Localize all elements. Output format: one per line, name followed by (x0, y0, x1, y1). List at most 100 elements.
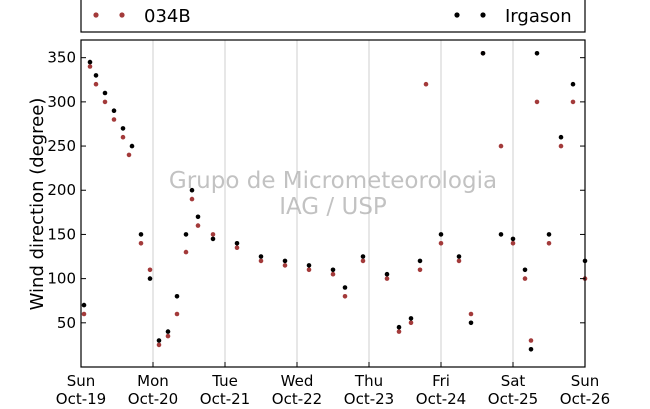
legend-034b-marker (119, 12, 125, 18)
point-034b (81, 311, 87, 317)
point-034b (498, 143, 504, 149)
x-axis: SunOct-19MonOct-20TueOct-21WedOct-22ThuO… (56, 362, 610, 408)
x-tick-label-day: Sun (67, 372, 96, 390)
point-034b (384, 276, 390, 281)
watermark-line-2: IAG / USP (279, 194, 387, 220)
point-irgason (546, 232, 552, 237)
legend-034b-label: 034B (144, 6, 191, 27)
x-tick-label-date: Oct-22 (272, 390, 322, 408)
x-tick-label-day: Wed (281, 372, 314, 390)
point-034b (330, 271, 336, 277)
point-irgason (210, 236, 216, 242)
point-034b (195, 223, 201, 228)
point-034b (417, 267, 423, 273)
grid (152, 40, 514, 367)
x-tick-label-date: Oct-21 (200, 390, 250, 408)
point-irgason (498, 232, 504, 237)
y-tick-label: 250 (47, 137, 76, 155)
legend-irgason: Irgason (454, 6, 572, 27)
x-tick-label-date: Oct-20 (128, 390, 178, 408)
plot-frame (80, 39, 586, 368)
point-irgason (408, 316, 414, 321)
y-tick-label: 50 (57, 314, 76, 332)
y-tick-label: 100 (47, 270, 76, 288)
point-034b (468, 311, 474, 317)
watermark-line-1: Grupo de Micrometeorologia (169, 168, 497, 194)
point-034b (174, 311, 180, 317)
point-irgason (102, 90, 108, 96)
point-irgason (156, 338, 162, 343)
data-points (81, 51, 588, 352)
point-irgason (534, 51, 540, 56)
x-tick-label-day: Fri (432, 372, 450, 390)
legend-034b-marker (93, 12, 99, 18)
point-irgason (234, 241, 240, 246)
point-irgason (456, 254, 462, 259)
point-034b (438, 241, 444, 246)
point-034b (522, 276, 528, 281)
point-irgason (111, 108, 117, 113)
x-tick-label-date: Oct-19 (56, 390, 106, 408)
y-tick-label: 300 (47, 93, 76, 111)
x-tick-label-date: Oct-26 (560, 390, 610, 408)
point-irgason (510, 236, 516, 242)
point-034b (360, 258, 366, 264)
point-034b (165, 333, 171, 339)
point-034b (423, 81, 429, 87)
point-034b (528, 338, 534, 343)
legend-box (80, 0, 586, 33)
x-tick-label-date: Oct-25 (488, 390, 538, 408)
point-034b (510, 241, 516, 246)
point-irgason (417, 258, 423, 264)
watermark: Grupo de Micrometeorologia IAG / USP (169, 168, 497, 220)
point-irgason (195, 214, 201, 220)
point-034b (156, 342, 162, 348)
point-034b (138, 241, 144, 246)
point-034b (558, 143, 564, 149)
y-axis: 50 100 150 200 250 300 350 (47, 49, 585, 332)
point-irgason (438, 232, 444, 237)
point-irgason (384, 271, 390, 277)
point-034b (210, 232, 216, 237)
point-irgason (189, 187, 195, 193)
point-irgason (138, 232, 144, 237)
legend-irgason-marker (480, 12, 486, 18)
y-tick-label: 150 (47, 225, 76, 243)
point-034b (258, 258, 264, 264)
point-irgason (165, 329, 171, 334)
point-034b (534, 99, 540, 105)
y-tick-label: 350 (47, 49, 76, 67)
point-irgason (396, 324, 402, 330)
point-034b (93, 81, 99, 87)
point-irgason (342, 285, 348, 290)
point-irgason (258, 254, 264, 259)
x-tick-label-date: Oct-24 (416, 390, 466, 408)
legend-irgason-marker (454, 12, 460, 18)
y-axis-label: Wind direction (degree) (27, 98, 48, 311)
point-034b (306, 267, 312, 273)
point-irgason (120, 126, 126, 131)
point-irgason (306, 263, 312, 268)
point-034b (189, 196, 195, 202)
point-034b (282, 263, 288, 268)
point-irgason (147, 276, 153, 281)
point-irgason (93, 73, 99, 78)
point-034b (408, 320, 414, 326)
point-034b (126, 152, 132, 158)
y-tick-label: 200 (47, 181, 76, 199)
point-irgason (528, 347, 534, 352)
point-034b (87, 64, 93, 69)
point-034b (546, 241, 552, 246)
point-034b (570, 99, 576, 105)
legend-irgason-label: Irgason (505, 6, 572, 27)
point-irgason (522, 267, 528, 273)
x-tick-label-day: Sat (501, 372, 526, 390)
point-034b (342, 294, 348, 299)
point-034b (396, 329, 402, 334)
point-034b (456, 258, 462, 264)
legend-034b: 034B (93, 6, 191, 27)
point-034b (111, 117, 117, 122)
x-tick-label-day: Mon (137, 372, 169, 390)
point-irgason (360, 254, 366, 259)
